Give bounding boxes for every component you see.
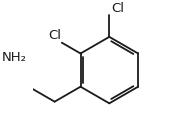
Text: Cl: Cl <box>111 2 124 15</box>
Text: Cl: Cl <box>48 29 61 42</box>
Text: NH₂: NH₂ <box>1 51 26 64</box>
